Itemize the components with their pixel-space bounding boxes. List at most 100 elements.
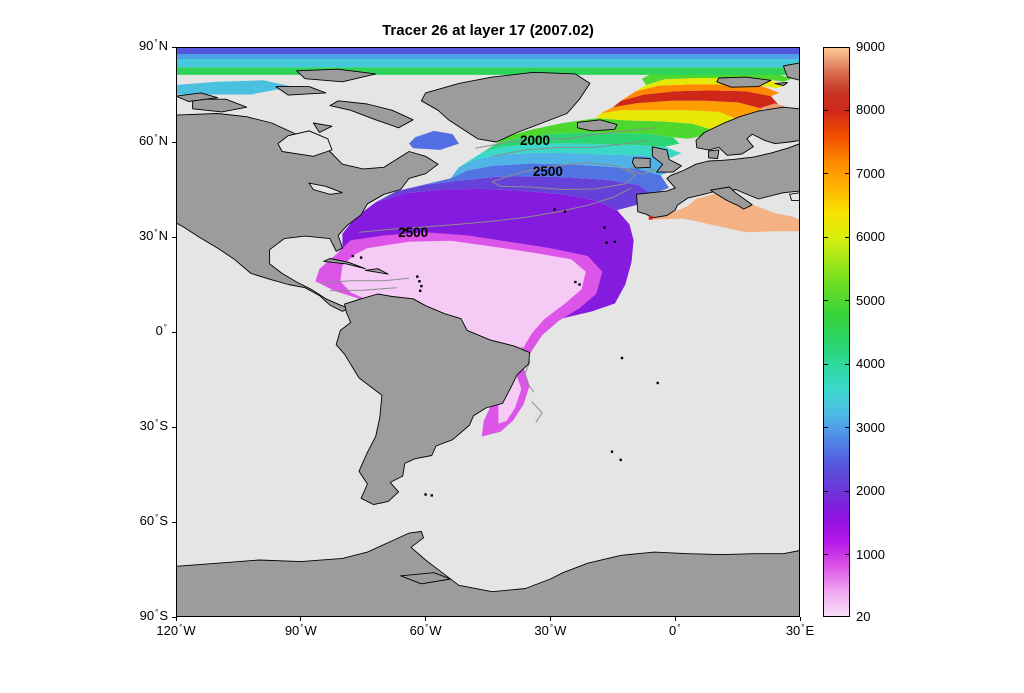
- land-denmark: [708, 149, 720, 159]
- y-axis-tick-label: 90°N: [138, 38, 168, 53]
- land-italy: [710, 186, 753, 210]
- contour-label: 2500: [398, 225, 428, 240]
- colorbar-tick: [845, 490, 850, 492]
- y-axis-tick: [172, 141, 176, 143]
- land-europe: [636, 143, 800, 219]
- field-patch: [409, 130, 459, 150]
- colorbar-tick: [845, 236, 850, 238]
- field-patch: [496, 118, 711, 144]
- colorbar-tick-label: 2000: [856, 483, 885, 499]
- y-axis-tick-label: 60°S: [139, 513, 168, 528]
- islet: [359, 256, 363, 259]
- map-canvas: 2000 2500 2500: [176, 47, 800, 617]
- field-patch: [176, 80, 293, 95]
- islet: [563, 210, 567, 213]
- colorbar-tick: [823, 490, 828, 492]
- land-ellesmere-island: [296, 68, 377, 83]
- land-south-america: [335, 293, 531, 506]
- islet: [578, 283, 581, 286]
- inland-seas: [277, 130, 800, 202]
- sea-black-sea: [789, 192, 800, 202]
- contour-lines: [321, 127, 656, 423]
- land-victoria-island: [192, 98, 248, 113]
- land-svalbard-east: [774, 82, 788, 87]
- islet: [610, 450, 614, 453]
- contour-line: [321, 277, 410, 284]
- y-axis-tick: [172, 331, 176, 333]
- y-axis-tick: [172, 616, 176, 618]
- colorbar-tick-label: 6000: [856, 229, 885, 245]
- plot-title: Tracer 26 at layer 17 (2007.02): [382, 22, 594, 39]
- field-patch: [621, 84, 780, 101]
- islet: [574, 280, 577, 284]
- land-antarctica: [176, 531, 800, 617]
- x-axis-tick-label: 60°W: [409, 623, 442, 638]
- small-islands: [351, 208, 659, 497]
- colorbar-tick-label: 4000: [856, 356, 885, 372]
- contour-line: [329, 287, 397, 292]
- land-north-america: [176, 113, 439, 312]
- field-patch: [176, 59, 800, 68]
- sea-hudson-bay: [277, 130, 333, 157]
- islet: [418, 280, 421, 283]
- colorbar-tick: [823, 300, 828, 302]
- islet: [619, 458, 622, 462]
- land-weddell-island: [400, 572, 452, 585]
- x-axis-tick-label: 120°W: [156, 623, 196, 638]
- map-plot-area: 2000 2500 2500: [176, 47, 800, 617]
- axes-box: [176, 47, 800, 617]
- field-patch: [176, 47, 800, 54]
- land-baffin-island: [329, 100, 414, 129]
- field-patch: [612, 90, 780, 109]
- colorbar-tick-label: 5000: [856, 292, 885, 308]
- land-scandinavia: [695, 106, 800, 156]
- field-patch: [396, 163, 669, 195]
- islet: [419, 289, 422, 292]
- x-axis-tick: [300, 617, 302, 621]
- colorbar-tick: [823, 236, 828, 238]
- x-axis-tick: [799, 617, 801, 621]
- field-patch: [375, 176, 653, 211]
- colorbar: [823, 47, 850, 617]
- sea-great-lakes: [308, 182, 343, 195]
- contour-line: [491, 162, 637, 191]
- field-patch: [176, 54, 800, 59]
- colorbar-tick-label: 8000: [856, 102, 885, 118]
- colorbar-tick: [845, 109, 850, 111]
- marker-gibraltar-inflow: [648, 215, 653, 220]
- y-axis-tick-label: 30°S: [139, 418, 168, 433]
- islet: [430, 494, 433, 497]
- x-axis-tick: [674, 617, 676, 621]
- y-axis-tick-label: 60°N: [138, 133, 168, 148]
- colorbar-tick-label: 1000: [856, 546, 885, 562]
- land-masses: [176, 62, 800, 617]
- colorbar-tick: [845, 363, 850, 365]
- contour-line: [531, 401, 543, 423]
- x-axis-tick: [549, 617, 551, 621]
- contour-label: 2500: [533, 164, 563, 179]
- field-patch: [176, 67, 800, 75]
- colorbar-tick: [845, 173, 850, 175]
- islet: [613, 240, 617, 243]
- x-axis-tick-label: 90°W: [284, 623, 317, 638]
- field-patch: [600, 100, 763, 119]
- islet: [404, 228, 407, 231]
- colorbar-tick-label: 9000: [856, 39, 885, 54]
- land-greenland: [420, 71, 591, 143]
- colorbar-tick-label: 20: [856, 609, 871, 624]
- land-cuba: [323, 258, 366, 270]
- colorbar-tick-label: 3000: [856, 419, 885, 435]
- islet: [416, 275, 419, 278]
- x-axis-tick-label: 30°W: [534, 623, 567, 638]
- islet: [605, 241, 608, 244]
- field-patch: [450, 152, 678, 179]
- land-great-britain: [651, 146, 682, 173]
- y-axis-tick: [172, 236, 176, 238]
- land-hispaniola: [364, 268, 389, 275]
- land-svalbard: [716, 76, 772, 88]
- land-devon-island: [275, 86, 327, 96]
- x-axis-tick: [175, 617, 177, 621]
- islet: [424, 493, 427, 496]
- y-axis-tick: [172, 521, 176, 523]
